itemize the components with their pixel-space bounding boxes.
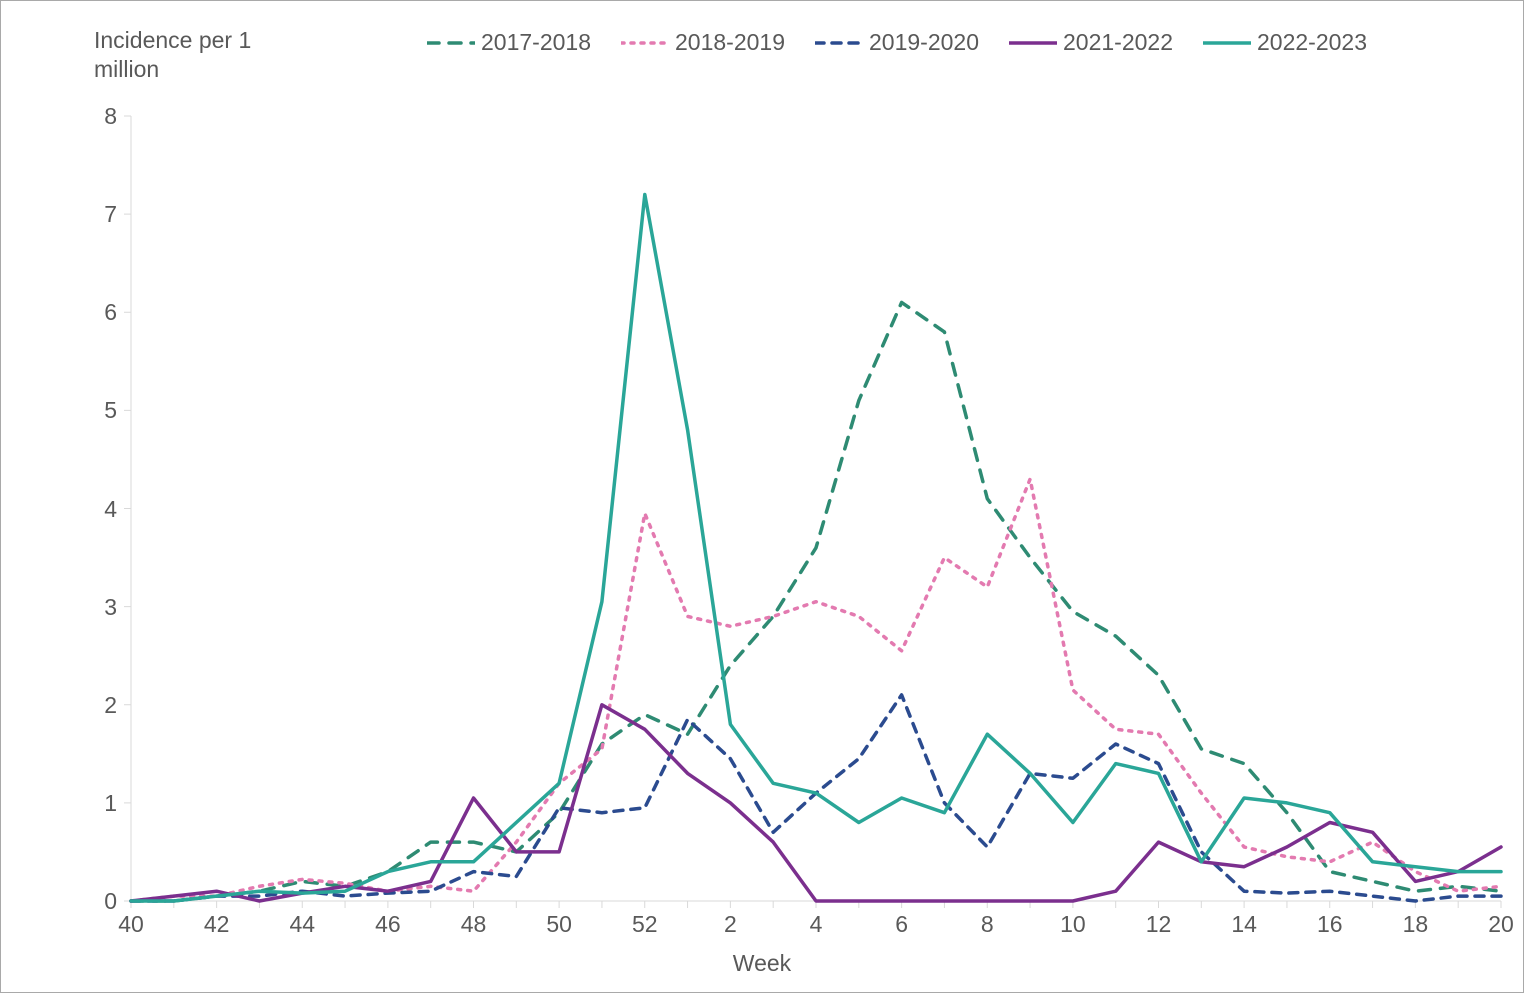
- x-tick-label: 16: [1310, 911, 1350, 938]
- series-line: [131, 695, 1501, 901]
- y-tick-label: 3: [104, 594, 117, 621]
- line-chart: Incidence per 1 million 2017-20182018-20…: [0, 0, 1524, 993]
- y-tick-label: 5: [104, 397, 117, 424]
- x-axis-title: Week: [1, 950, 1523, 977]
- y-tick-label: 1: [104, 790, 117, 817]
- x-tick-label: 4: [796, 911, 836, 938]
- y-tick-label: 4: [104, 496, 117, 523]
- x-tick-label: 20: [1481, 911, 1521, 938]
- x-tick-label: 52: [625, 911, 665, 938]
- x-tick-label: 10: [1053, 911, 1093, 938]
- x-tick-label: 2: [710, 911, 750, 938]
- x-tick-label: 18: [1395, 911, 1435, 938]
- y-tick-label: 8: [104, 103, 117, 130]
- y-tick-label: 6: [104, 299, 117, 326]
- x-tick-label: 46: [368, 911, 408, 938]
- x-tick-label: 12: [1139, 911, 1179, 938]
- x-tick-label: 14: [1224, 911, 1264, 938]
- x-tick-label: 8: [967, 911, 1007, 938]
- x-tick-label: 48: [454, 911, 494, 938]
- y-tick-label: 7: [104, 201, 117, 228]
- x-tick-label: 6: [882, 911, 922, 938]
- y-tick-label: 2: [104, 692, 117, 719]
- x-tick-label: 50: [539, 911, 579, 938]
- series-line: [131, 705, 1501, 901]
- chart-plot-svg: [1, 1, 1524, 994]
- x-tick-label: 40: [111, 911, 151, 938]
- x-tick-label: 42: [197, 911, 237, 938]
- x-tick-label: 44: [282, 911, 322, 938]
